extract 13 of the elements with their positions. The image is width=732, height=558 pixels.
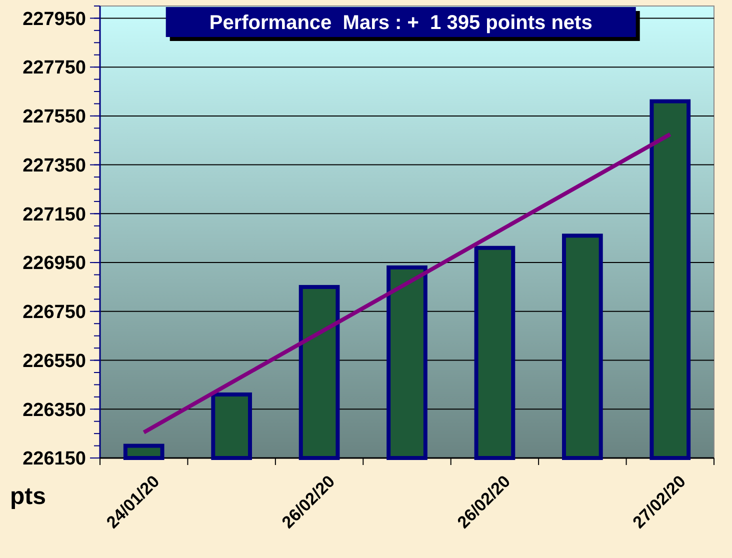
y-axis-title: pts — [10, 483, 46, 510]
y-tick-label: 227750 — [22, 58, 86, 79]
y-tick-label: 226550 — [22, 350, 86, 372]
y-tick-label: 226950 — [22, 253, 86, 274]
y-tick-label: 227550 — [22, 106, 86, 128]
y-tick-label: 227350 — [22, 155, 86, 176]
y-tick-label: 226750 — [22, 302, 86, 324]
line-series — [142, 132, 672, 434]
chart-title: Performance Mars : + 1 395 points nets — [209, 12, 592, 34]
y-tick-label: 226350 — [22, 400, 86, 421]
y-tick-label: 227150 — [22, 204, 86, 226]
y-tick-label: 226150 — [22, 448, 86, 470]
y-tick-label: 227950 — [22, 8, 86, 30]
